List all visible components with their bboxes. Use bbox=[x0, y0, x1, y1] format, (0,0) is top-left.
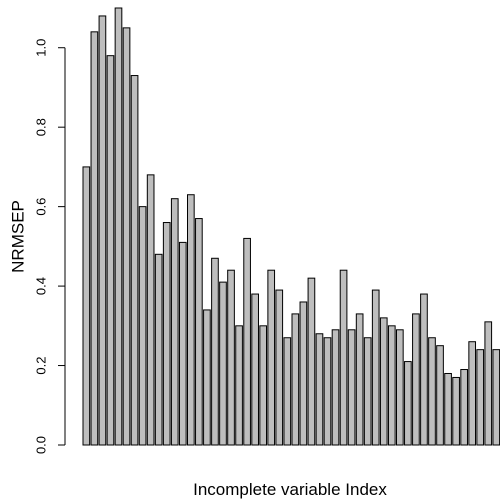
y-tick-label-5: 1.0 bbox=[34, 39, 49, 57]
bar-39 bbox=[387, 325, 396, 446]
bar-33 bbox=[339, 269, 348, 446]
bar-14 bbox=[187, 194, 195, 446]
bar-10 bbox=[154, 253, 163, 446]
bar-32 bbox=[331, 329, 340, 446]
bar-24 bbox=[267, 269, 276, 446]
bar-4 bbox=[106, 55, 115, 446]
bar-5 bbox=[114, 7, 123, 446]
bar-31 bbox=[323, 337, 332, 446]
bar-8 bbox=[138, 206, 147, 446]
bar-44 bbox=[428, 337, 436, 446]
bar-7 bbox=[130, 75, 139, 446]
bar-2 bbox=[90, 31, 99, 446]
bar-25 bbox=[275, 289, 284, 446]
bar-21 bbox=[243, 237, 251, 446]
bar-38 bbox=[379, 317, 388, 446]
bars bbox=[82, 7, 500, 446]
bar-19 bbox=[227, 269, 235, 446]
bar-51 bbox=[484, 321, 493, 446]
bar-46 bbox=[444, 372, 452, 446]
bar-22 bbox=[251, 293, 259, 446]
bar-28 bbox=[299, 301, 308, 446]
y-axis: 0.0 0.2 0.4 0.6 0.8 1.0 bbox=[34, 39, 66, 454]
bar-47 bbox=[452, 376, 460, 446]
x-axis-title: Incomplete variable Index bbox=[193, 480, 387, 499]
y-tick-label-2: 0.4 bbox=[34, 277, 49, 295]
y-tick-label-3: 0.6 bbox=[34, 198, 49, 216]
y-tick-label-4: 0.8 bbox=[34, 118, 49, 136]
y-axis-title: NRMSEP bbox=[9, 200, 28, 273]
bar-43 bbox=[420, 293, 428, 446]
bar-30 bbox=[315, 333, 324, 446]
bar-35 bbox=[355, 313, 364, 446]
bar-36 bbox=[363, 337, 372, 446]
bar-26 bbox=[283, 337, 292, 446]
bar-1 bbox=[82, 166, 91, 446]
bar-12 bbox=[170, 198, 179, 446]
bar-48 bbox=[460, 369, 468, 446]
bar-15 bbox=[195, 218, 203, 446]
bar-52 bbox=[492, 349, 500, 446]
bar-13 bbox=[178, 241, 187, 446]
bar-37 bbox=[371, 289, 380, 446]
bar-16 bbox=[203, 309, 211, 446]
bar-34 bbox=[347, 329, 356, 446]
bar-50 bbox=[476, 349, 485, 446]
bar-29 bbox=[307, 277, 316, 446]
bar-20 bbox=[235, 325, 243, 446]
bar-17 bbox=[211, 257, 219, 446]
bar-23 bbox=[259, 325, 268, 446]
bar-6 bbox=[122, 27, 131, 446]
bar-3 bbox=[98, 15, 107, 446]
bar-42 bbox=[412, 313, 420, 446]
bar-9 bbox=[146, 174, 155, 446]
bar-41 bbox=[404, 361, 412, 446]
bar-18 bbox=[219, 281, 227, 446]
bar-45 bbox=[436, 345, 444, 446]
bar-11 bbox=[162, 222, 171, 446]
bar-27 bbox=[291, 313, 300, 446]
y-tick-label-1: 0.2 bbox=[34, 357, 49, 375]
bar-49 bbox=[468, 341, 477, 446]
bar-40 bbox=[396, 329, 404, 446]
y-tick-label-0: 0.0 bbox=[34, 436, 49, 454]
